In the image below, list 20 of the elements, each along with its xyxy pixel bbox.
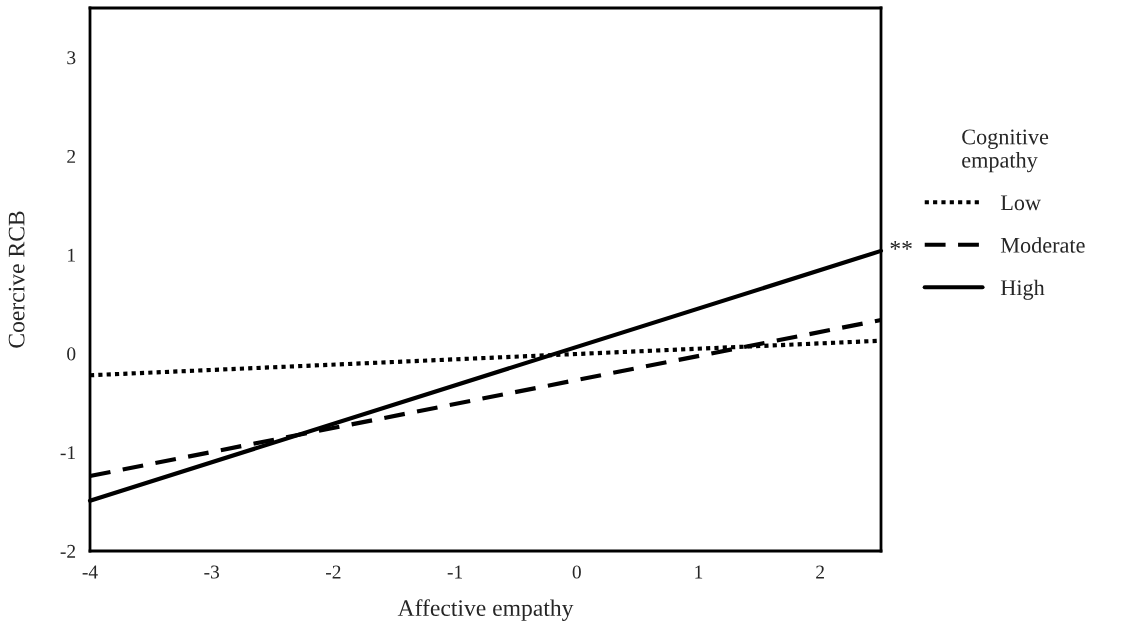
x-axis-title: Affective empathy — [397, 599, 574, 621]
x-tick-label: -1 — [447, 565, 463, 579]
legend-title: Cognitive empathy — [962, 129, 1049, 173]
x-tick-label: 1 — [695, 565, 703, 579]
y-tick-label: 2 — [67, 149, 76, 163]
y-tick-label: -2 — [60, 544, 76, 558]
annotation: ** — [890, 241, 912, 250]
y-tick-label: 1 — [68, 248, 75, 262]
y-tick-label: 3 — [67, 51, 76, 65]
legend-label: Low — [1000, 195, 1041, 211]
legend-label: High — [1000, 279, 1045, 300]
x-tick-label: -3 — [204, 565, 220, 579]
x-tick-label: 0 — [572, 565, 581, 579]
x-tick-label: 2 — [816, 565, 824, 579]
x-tick-label: -2 — [326, 565, 341, 579]
y-axis-title: Coercive RCB — [8, 211, 25, 348]
legend-label: Moderate — [1000, 237, 1085, 253]
x-tick-label: -4 — [82, 565, 98, 579]
y-tick-label: 0 — [67, 347, 76, 361]
y-tick-label: -1 — [60, 446, 75, 460]
